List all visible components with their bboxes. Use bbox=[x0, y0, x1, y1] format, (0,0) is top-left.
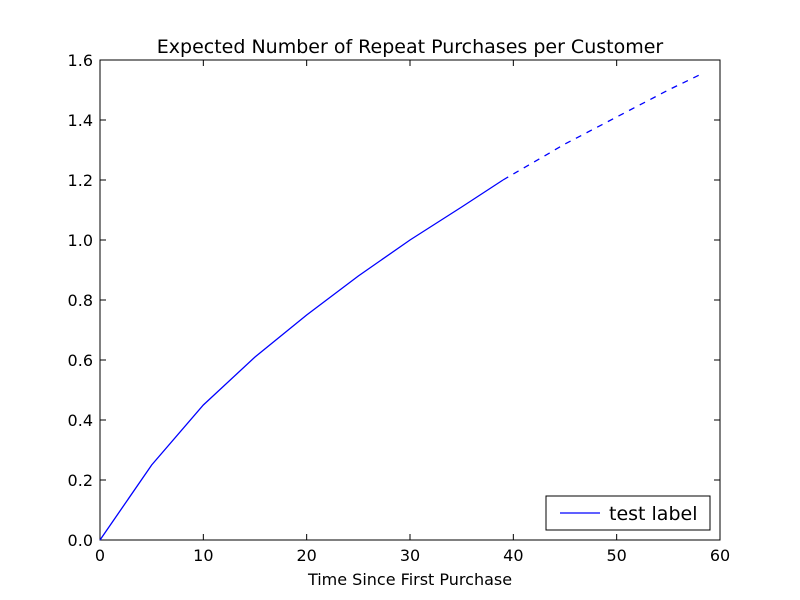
x-tick-label: 20 bbox=[296, 546, 316, 565]
y-tick-label: 0.0 bbox=[68, 531, 93, 550]
y-tick-label: 1.6 bbox=[68, 51, 93, 70]
y-tick-label: 0.4 bbox=[68, 411, 93, 430]
y-tick-label: 1.4 bbox=[68, 111, 93, 130]
x-tick-label: 40 bbox=[503, 546, 523, 565]
y-tick-label: 0.2 bbox=[68, 471, 93, 490]
chart-title: Expected Number of Repeat Purchases per … bbox=[157, 36, 664, 58]
y-tick-label: 0.6 bbox=[68, 351, 93, 370]
y-tick-label: 1.2 bbox=[68, 171, 93, 190]
plot-area: 0 10 20 30 40 50 60 0.0 0.2 0.4 0.6 0.8 1.0 1.2 1.4 1.6… bbox=[68, 51, 731, 565]
x-tick-label: 0 bbox=[95, 546, 105, 565]
legend-label: test label bbox=[609, 503, 697, 525]
x-tick-label: 10 bbox=[193, 546, 213, 565]
series-line-dashed bbox=[502, 74, 700, 181]
series-line-solid bbox=[99, 179, 504, 541]
x-tick-label: 50 bbox=[606, 546, 626, 565]
y-tick-label: 0.8 bbox=[68, 291, 93, 310]
x-tick-label: 60 bbox=[710, 546, 730, 565]
x-tick-label: 30 bbox=[400, 546, 420, 565]
plot-frame bbox=[99, 59, 721, 541]
y-tick-label: 1.0 bbox=[68, 231, 93, 250]
x-axis-label: Time Since First Purchase bbox=[307, 570, 512, 589]
